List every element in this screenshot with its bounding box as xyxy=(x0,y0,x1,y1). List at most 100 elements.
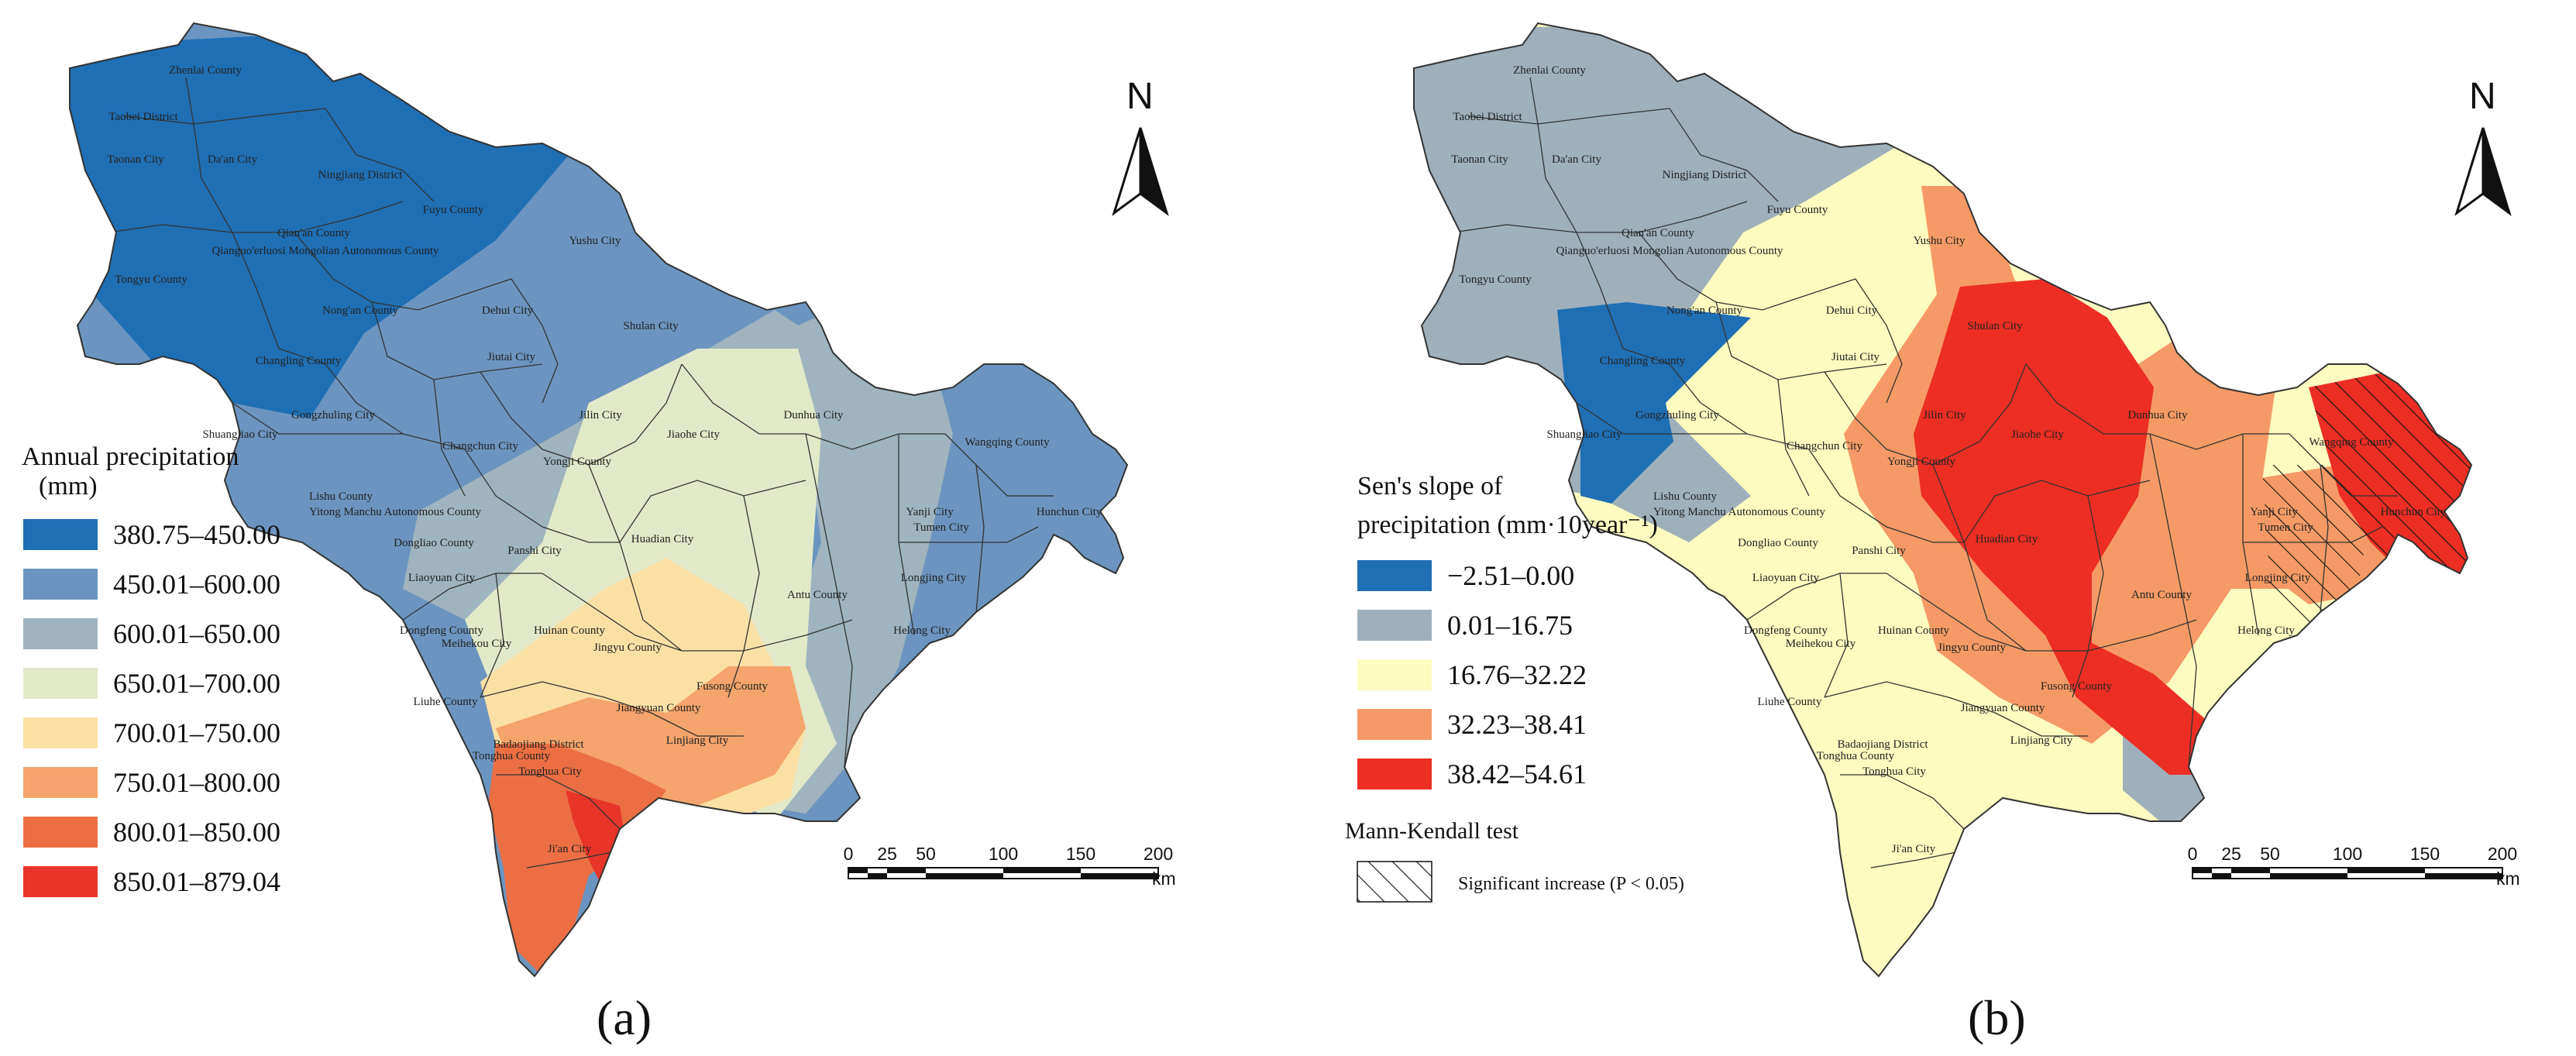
legend-range-label: −2.51–0.00 xyxy=(1447,560,1574,591)
county-border xyxy=(480,371,590,466)
county-label: Lishu County xyxy=(309,490,373,503)
county-label: Dehui City xyxy=(482,304,534,317)
county-border xyxy=(433,379,466,497)
county-label: Dongfeng County xyxy=(400,624,483,637)
county-label: Jiaohe City xyxy=(2011,428,2064,441)
county-border xyxy=(464,449,620,543)
county-label: Nong'an County xyxy=(322,304,399,317)
legend-unit-b: precipitation (mm·10year⁻¹) xyxy=(1357,511,1658,539)
county-label: Yushu City xyxy=(569,235,621,247)
map-panel-a: Zhenlai County Taobei District Taonan City… xyxy=(22,22,1176,1045)
county-border xyxy=(1638,232,1856,311)
legend-range-label: 32.23–38.41 xyxy=(1447,709,1587,740)
county-label: Tonghua City xyxy=(1862,765,1926,778)
county-label: Taonan City xyxy=(107,153,164,166)
county-label: Fuyu County xyxy=(1767,204,1828,216)
legend-range-label: 0.01–16.75 xyxy=(1447,610,1573,641)
scale-bar-b: 0 25 50 100 150 200 km xyxy=(2188,844,2520,889)
county-label: Longjing City xyxy=(901,572,967,584)
zone-800-850 xyxy=(488,744,666,976)
county-label: Yanji City xyxy=(906,506,954,518)
scale-unit-a: km xyxy=(1152,869,1176,889)
county-border xyxy=(542,573,683,652)
county-label: Badaojiang District xyxy=(493,738,584,751)
county-label: Changling County xyxy=(1600,355,1686,367)
legend-title-a: Annual precipitation xyxy=(22,442,239,471)
county-border xyxy=(1840,774,1965,830)
county-label: Dehui City xyxy=(1826,304,1878,317)
county-label: Wangqing County xyxy=(965,436,1050,449)
county-border xyxy=(944,433,1054,497)
legend-swatch xyxy=(23,519,98,550)
county-label: Jingyu County xyxy=(1938,642,2006,654)
county-label: Shulan City xyxy=(623,320,679,332)
county-label: Longjing City xyxy=(2245,572,2311,584)
county-border xyxy=(619,480,807,543)
legend-swatch xyxy=(23,668,98,699)
county-border xyxy=(496,774,621,830)
county-border xyxy=(1855,278,1903,404)
county-label: Fusong County xyxy=(696,680,769,693)
mk-hatch-swatch xyxy=(1357,861,1432,903)
county-border xyxy=(2025,363,2150,435)
scale-tick-label: 150 xyxy=(2410,844,2440,864)
legend-swatch xyxy=(23,717,98,748)
county-label: Da'an City xyxy=(1552,153,1601,166)
county-label: Tonghua County xyxy=(1817,750,1895,762)
county-border xyxy=(1777,379,1810,497)
county-label: Ningjiang District xyxy=(1663,169,1748,181)
county-label: Huinan County xyxy=(534,624,606,637)
legend-swatch xyxy=(1357,610,1432,641)
county-borders-a xyxy=(108,77,1054,869)
county-border xyxy=(480,681,652,714)
county-border xyxy=(727,495,760,698)
legend-swatch xyxy=(23,569,98,600)
county-border xyxy=(278,348,357,404)
county-border xyxy=(1963,480,2151,543)
county-label: Changling County xyxy=(256,355,342,367)
county-label: Linjiang City xyxy=(666,734,729,747)
scale-tick-label: 50 xyxy=(916,844,936,864)
county-label: Qianguo'erluosi Mongolian Autonomous Cou… xyxy=(212,245,439,257)
legend-range-label: 450.01–600.00 xyxy=(113,569,280,600)
county-border xyxy=(1669,108,1779,202)
north-label-a: N xyxy=(1126,76,1154,117)
county-border xyxy=(588,363,683,466)
county-label: Jiangyuan County xyxy=(617,702,701,714)
county-label: Dunhua City xyxy=(783,409,844,421)
county-border xyxy=(805,433,945,450)
county-label: Tumen City xyxy=(2258,521,2313,534)
scale-unit-b: km xyxy=(2496,869,2520,889)
county-border xyxy=(1824,371,1934,466)
panel-caption-a: (a) xyxy=(597,990,652,1045)
county-border xyxy=(1529,77,1624,349)
county-border xyxy=(511,278,559,404)
county-label: Qian'an County xyxy=(277,227,350,239)
county-border xyxy=(2026,619,2197,652)
county-label: Wangqing County xyxy=(2309,436,2394,449)
county-border xyxy=(2320,464,2329,613)
legend-swatch xyxy=(1357,659,1432,690)
county-border xyxy=(1932,464,2027,652)
legend-swatch xyxy=(1357,560,1432,591)
county-label: Liaoyuan City xyxy=(1752,572,1820,584)
county-label: Shuangliao City xyxy=(1546,428,1622,441)
county-border xyxy=(325,108,435,202)
scale-tick-label: 200 xyxy=(1144,844,1173,864)
north-arrow-a: N xyxy=(1112,76,1169,216)
county-label: Tumen City xyxy=(913,521,969,534)
legend-range-label: 38.42–54.61 xyxy=(1447,758,1587,789)
county-label: Tonghua City xyxy=(518,765,582,778)
county-label: Jiutai City xyxy=(1831,351,1880,363)
county-label: Taobei District xyxy=(1453,111,1522,123)
county-label: Jiaohe City xyxy=(667,428,720,441)
legend-unit-a: (mm) xyxy=(39,472,98,500)
county-label: Zhenlai County xyxy=(169,64,242,77)
county-border xyxy=(2242,434,2259,636)
county-label: Nong'an County xyxy=(1666,304,1743,317)
county-label: Taonan City xyxy=(1451,153,1508,166)
county-border xyxy=(588,464,683,652)
county-labels-b: Zhenlai County Taobei District Taonan City… xyxy=(1451,64,2447,855)
county-label: Liuhe County xyxy=(1758,696,1822,708)
